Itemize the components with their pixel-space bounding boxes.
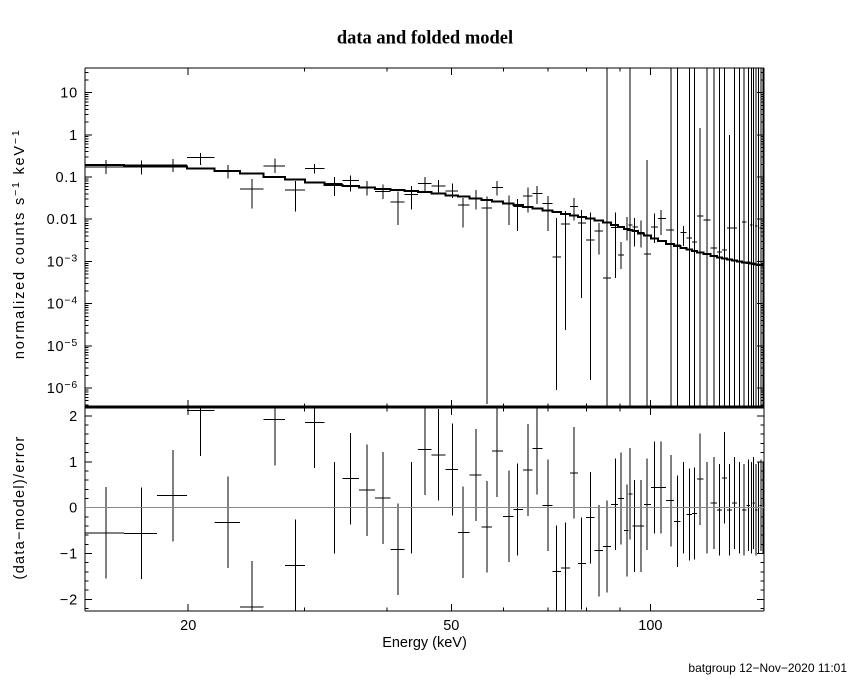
svg-text:100: 100 xyxy=(638,618,662,634)
svg-text:Energy (keV): Energy (keV) xyxy=(382,635,467,651)
svg-text:2: 2 xyxy=(69,409,78,425)
svg-text:batgroup 12−Nov−2020 11:01: batgroup 12−Nov−2020 11:01 xyxy=(688,661,847,675)
svg-text:50: 50 xyxy=(443,618,459,634)
svg-text:10−5​: 10−5​ xyxy=(47,337,78,355)
svg-text:−2: −2 xyxy=(60,592,78,608)
svg-text:20: 20 xyxy=(180,618,196,634)
svg-text:10−3​: 10−3​ xyxy=(47,252,78,270)
svg-text:10−4​: 10−4​ xyxy=(47,295,78,313)
svg-text:(data−model)/error: (data−model)/error xyxy=(12,436,28,580)
svg-text:normalized counts s−1 keV−1: normalized counts s−1 keV−1 xyxy=(10,129,28,360)
svg-text:10: 10 xyxy=(60,86,78,102)
svg-text:10−6​: 10−6​ xyxy=(47,379,78,397)
svg-text:−1: −1 xyxy=(60,547,78,563)
svg-text:data and folded model: data and folded model xyxy=(337,29,513,49)
svg-text:1: 1 xyxy=(69,455,78,471)
svg-text:0.01: 0.01 xyxy=(47,212,78,228)
svg-text:0.1: 0.1 xyxy=(55,170,78,186)
svg-text:1: 1 xyxy=(69,128,78,144)
svg-text:0: 0 xyxy=(69,501,78,517)
